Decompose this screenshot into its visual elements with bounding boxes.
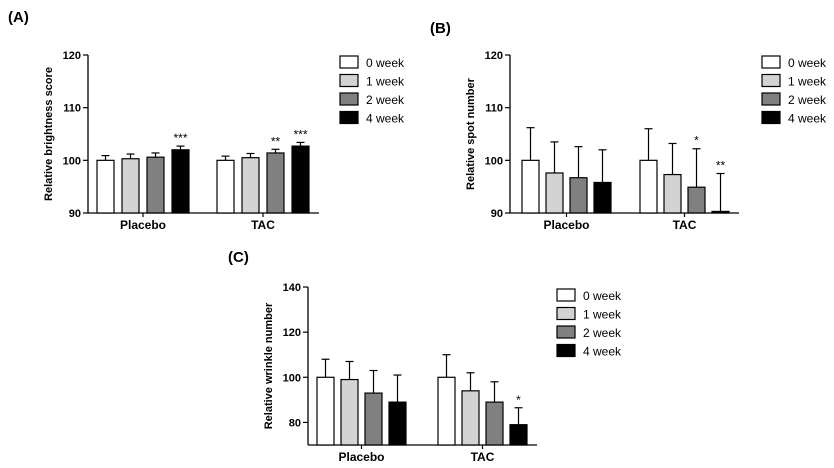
chart-panel-b: (B) 90 100 110 120 Relative spot number Placeb… xyxy=(430,20,827,232)
significance-marker: *** xyxy=(173,131,187,145)
bar-tac-0 xyxy=(437,376,456,446)
legend-swatch xyxy=(339,92,359,106)
significance-marker: ** xyxy=(716,159,726,173)
legend-swatch xyxy=(761,55,781,69)
significance-marker: ** xyxy=(271,134,281,148)
legend-swatch xyxy=(339,73,359,88)
legend-label: 0 week xyxy=(788,56,827,70)
legend-label: 4 week xyxy=(366,112,405,126)
bar-placebo-0 xyxy=(521,159,540,214)
bar-tac-3 xyxy=(291,145,310,214)
legend-label: 2 week xyxy=(788,93,827,107)
legend-label: 1 week xyxy=(583,308,622,322)
bar-placebo-1 xyxy=(545,172,564,214)
legend-label: 4 week xyxy=(583,345,622,359)
bar-placebo-0 xyxy=(316,376,335,446)
bar-tac-1 xyxy=(461,390,480,446)
legend-label: 2 week xyxy=(366,93,405,107)
y-tick-label: 110 xyxy=(485,103,503,115)
y-axis-label: Relative spot number xyxy=(465,77,477,190)
y-tick-label: 120 xyxy=(485,50,503,62)
legend-label: 0 week xyxy=(366,56,405,70)
legend-label: 4 week xyxy=(788,112,827,126)
bar-tac-2 xyxy=(485,401,504,446)
bar-tac-0 xyxy=(639,159,658,214)
bar-placebo-3 xyxy=(593,181,612,214)
bar-tac-3 xyxy=(711,210,730,214)
bar-placebo-3 xyxy=(171,149,190,214)
chart-panel-c: (C) 80 100 120 140 Relative wrinkle number Pla… xyxy=(228,249,622,464)
legend-swatch xyxy=(761,73,781,88)
legend-swatch xyxy=(556,343,576,358)
y-tick-label: 140 xyxy=(283,282,301,294)
bar-tac-3 xyxy=(509,424,528,446)
y-axis-label: Relative brightness score xyxy=(43,67,55,201)
y-tick-label: 110 xyxy=(63,103,81,115)
chart-panel-a: (A) 90 100 110 120 Relative brightness score P… xyxy=(8,9,405,232)
bar-placebo-0 xyxy=(96,159,115,214)
legend-swatch xyxy=(556,306,576,321)
legend-swatch xyxy=(761,110,781,125)
x-tick-label: Placebo xyxy=(543,218,589,232)
bar-tac-1 xyxy=(663,173,682,214)
bar-tac-0 xyxy=(216,159,235,214)
legend-swatch xyxy=(761,92,781,106)
legend-label: 1 week xyxy=(788,75,827,89)
panel-label: (A) xyxy=(8,9,29,26)
x-tick-label: TAC xyxy=(251,218,275,232)
panel-label: (C) xyxy=(228,249,249,266)
bar-tac-1 xyxy=(241,157,260,214)
significance-marker: * xyxy=(694,134,699,148)
panel-label: (B) xyxy=(430,20,451,37)
bar-tac-2 xyxy=(687,186,706,214)
bar-placebo-1 xyxy=(121,158,140,214)
legend-swatch xyxy=(339,110,359,125)
legend-label: 0 week xyxy=(583,289,622,303)
significance-marker: *** xyxy=(293,127,307,141)
y-tick-label: 120 xyxy=(283,327,301,339)
bar-placebo-2 xyxy=(364,392,383,446)
bar-tac-2 xyxy=(266,152,285,214)
y-tick-label: 90 xyxy=(69,208,81,220)
y-tick-label: 100 xyxy=(283,372,301,384)
legend-swatch xyxy=(339,55,359,69)
y-tick-label: 100 xyxy=(63,155,81,167)
y-tick-label: 80 xyxy=(289,417,301,429)
bar-placebo-1 xyxy=(340,378,359,446)
legend-label: 2 week xyxy=(583,326,622,340)
y-tick-label: 90 xyxy=(491,208,503,220)
bar-placebo-2 xyxy=(146,156,165,214)
legend-label: 1 week xyxy=(366,75,405,89)
legend-swatch xyxy=(556,325,576,339)
significance-marker: * xyxy=(516,393,521,407)
bar-placebo-2 xyxy=(569,177,588,214)
y-tick-label: 120 xyxy=(63,50,81,62)
x-tick-label: Placebo xyxy=(120,218,166,232)
y-tick-label: 100 xyxy=(485,155,503,167)
x-tick-label: TAC xyxy=(673,218,697,232)
x-tick-label: TAC xyxy=(471,450,495,464)
x-tick-label: Placebo xyxy=(338,450,384,464)
legend-swatch xyxy=(556,288,576,302)
bar-placebo-3 xyxy=(388,401,407,446)
y-axis-label: Relative wrinkle number xyxy=(263,302,275,429)
